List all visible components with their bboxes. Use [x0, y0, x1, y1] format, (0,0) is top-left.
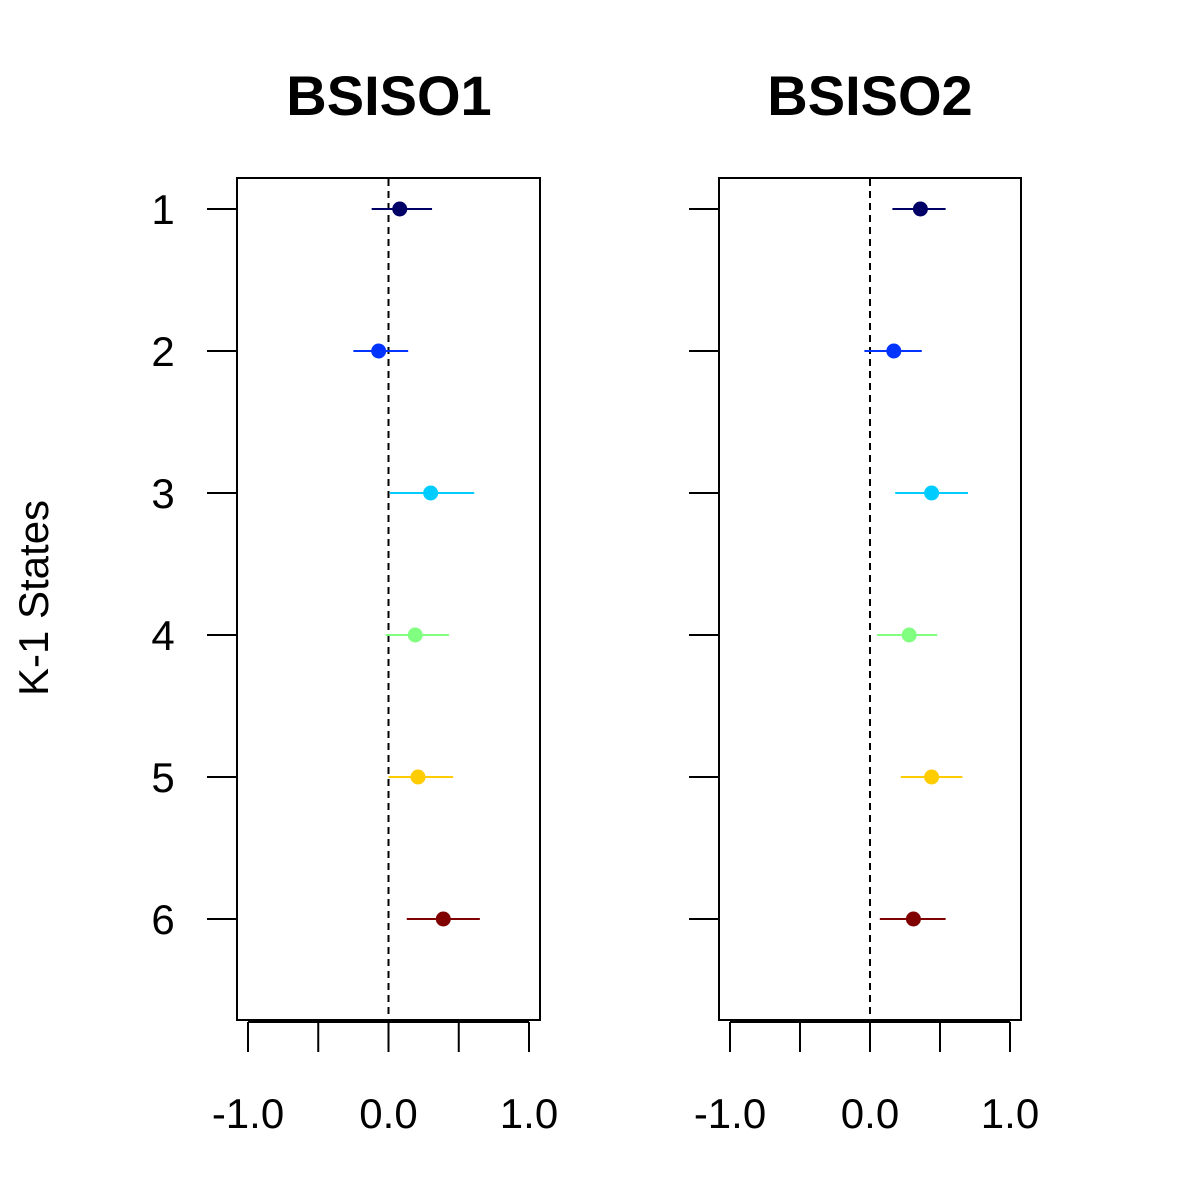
plot-frame — [236, 177, 541, 1021]
x-tick-label: -1.0 — [694, 1090, 766, 1137]
panels: BSISO1 -1.0 0.0 1.0 1 2 3 4 5 6 BSISO2 -1.0 0.0 1.0 — [151, 64, 1039, 1137]
point-estimate-state-1 — [912, 201, 928, 217]
y-tick-label: 3 — [151, 470, 174, 517]
y-tick-label: 5 — [151, 754, 174, 801]
point-estimate-state-6 — [905, 911, 921, 927]
y-tick-label: 2 — [151, 328, 174, 375]
x-tick-label: 1.0 — [981, 1090, 1039, 1137]
panel-title: BSISO2 — [767, 64, 972, 127]
x-tick-label: 0.0 — [359, 1090, 417, 1137]
point-estimate-state-1 — [392, 201, 408, 217]
panel-title: BSISO1 — [286, 64, 491, 127]
point-estimate-state-6 — [435, 911, 451, 927]
y-tick-label: 6 — [151, 896, 174, 943]
y-axis-label: K-1 States — [10, 500, 57, 696]
x-tick-label: 0.0 — [841, 1090, 899, 1137]
point-estimate-state-2 — [371, 343, 387, 359]
x-tick-label: -1.0 — [212, 1090, 284, 1137]
point-estimate-state-2 — [886, 343, 902, 359]
plot-frame — [718, 177, 1022, 1021]
point-estimate-state-3 — [423, 485, 439, 501]
point-estimate-state-4 — [901, 627, 917, 643]
panel-bsiso2: BSISO2 -1.0 0.0 1.0 — [689, 64, 1039, 1137]
point-estimate-state-4 — [407, 627, 423, 643]
point-estimate-state-3 — [924, 485, 940, 501]
panel-bsiso1: BSISO1 -1.0 0.0 1.0 1 2 3 4 5 6 — [151, 64, 558, 1137]
y-tick-label: 1 — [151, 186, 174, 233]
x-tick-label: 1.0 — [500, 1090, 558, 1137]
point-estimate-state-5 — [410, 769, 426, 785]
point-estimate-state-5 — [924, 769, 940, 785]
y-tick-label: 4 — [151, 612, 174, 659]
